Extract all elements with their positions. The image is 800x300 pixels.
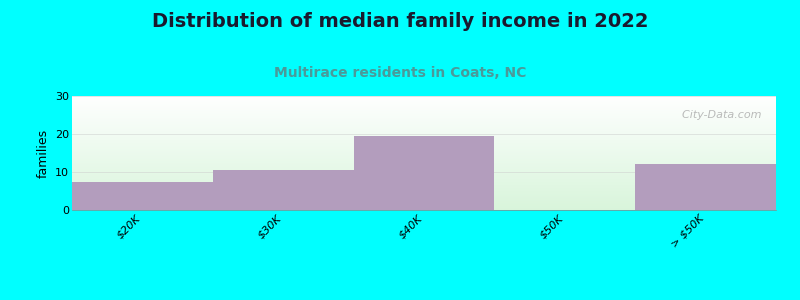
- Bar: [635, 164, 776, 210]
- Text: Distribution of median family income in 2022: Distribution of median family income in …: [152, 12, 648, 31]
- Bar: [213, 170, 354, 210]
- Bar: [354, 136, 494, 210]
- Text: City-Data.com: City-Data.com: [675, 110, 762, 120]
- Bar: [72, 182, 213, 210]
- Text: Multirace residents in Coats, NC: Multirace residents in Coats, NC: [274, 66, 526, 80]
- Y-axis label: families: families: [37, 128, 50, 178]
